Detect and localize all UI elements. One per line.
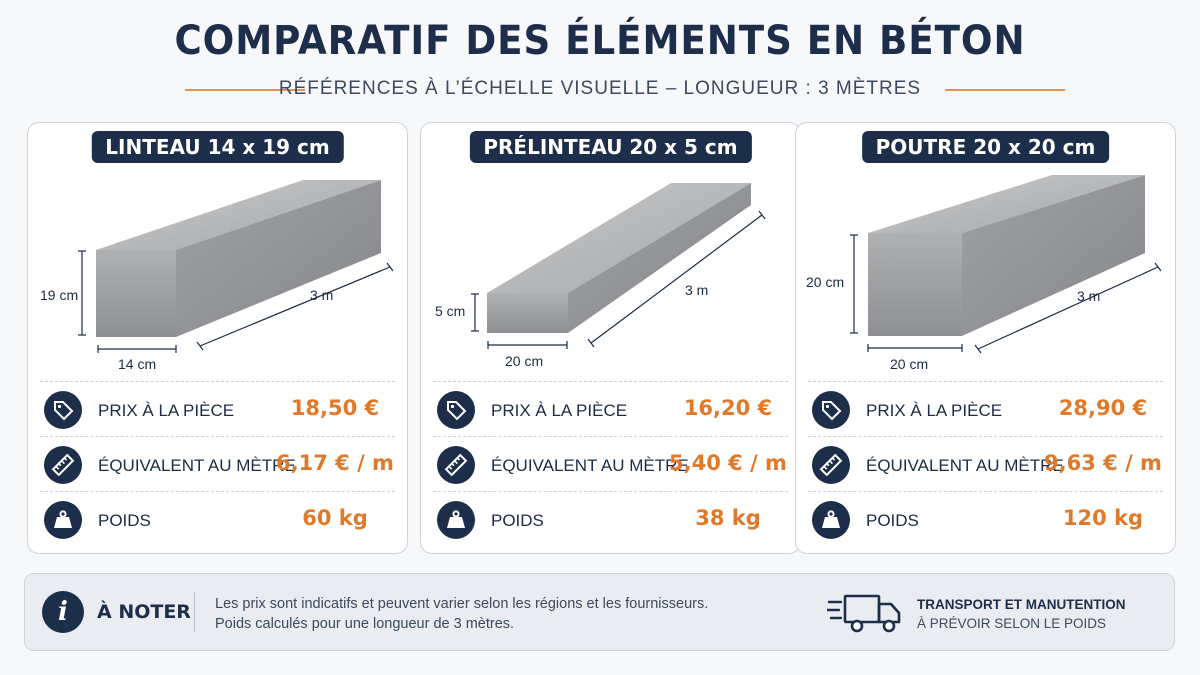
beam-top-face — [96, 180, 381, 250]
price-tag-icon — [437, 391, 475, 429]
row-price: PRIX À LA PIÈCE 16,20 € — [433, 381, 788, 436]
note-title: À NOTER — [97, 601, 191, 623]
per-meter-value: 5,40 € / m — [669, 451, 787, 475]
weight-value: 38 kg — [695, 506, 761, 530]
beam-front-face — [96, 250, 176, 337]
header: COMPARATIF DES ÉLÉMENTS EN BÉTON — [0, 18, 1200, 64]
weight-value: 60 kg — [302, 506, 368, 530]
weight-icon — [812, 501, 850, 539]
price-label: PRIX À LA PIÈCE — [98, 401, 235, 420]
card-poutre: POUTRE 20 x 20 cm 20 cm 20 cm 3 m PRIX À… — [795, 122, 1176, 554]
spec-rows: PRIX À LA PIÈCE 18,50 € ÉQUIVALENT AU MÈ… — [40, 381, 395, 546]
note-line-1: Les prix sont indicatifs et peuvent vari… — [215, 596, 709, 612]
row-per-meter: ÉQUIVALENT AU MÈTRE 6,17 € / m — [40, 436, 395, 491]
beam-illustration: 5 cm 20 cm 3 m — [435, 183, 766, 369]
spec-rows: PRIX À LA PIÈCE 16,20 € ÉQUIVALENT AU MÈ… — [433, 381, 788, 546]
price-value: 16,20 € — [683, 396, 773, 420]
weight-value: 120 kg — [1062, 506, 1144, 530]
ruler-icon — [44, 446, 82, 484]
beam-front-face — [868, 233, 962, 336]
per-meter-label: ÉQUIVALENT AU MÈTRE — [491, 456, 689, 475]
beam-front-face — [487, 293, 568, 333]
per-meter-label: ÉQUIVALENT AU MÈTRE — [98, 456, 296, 475]
beam-side-face — [176, 180, 381, 337]
weight-label: POIDS — [866, 511, 919, 530]
row-weight: POIDS 120 kg — [808, 491, 1163, 546]
weight-label: POIDS — [491, 511, 544, 530]
transport-title: TRANSPORT ET MANUTENTION — [917, 597, 1126, 612]
ruler-icon — [437, 446, 475, 484]
beam-side-face — [568, 183, 751, 333]
note-line-2: Poids calculés pour une longueur de 3 mè… — [215, 616, 515, 632]
price-label: PRIX À LA PIÈCE — [866, 401, 1003, 420]
per-meter-value: 9,63 € / m — [1044, 451, 1162, 475]
beam-illustration: 20 cm 20 cm 3 m — [806, 175, 1162, 372]
weight-label: POIDS — [98, 511, 151, 530]
width-label: 20 cm — [890, 356, 928, 372]
card-prelinteau: PRÉLINTEAU 20 x 5 cm 5 cm 20 cm 3 m PRIX… — [420, 122, 801, 554]
page-subtitle: RÉFÉRENCES À L’ÉCHELLE VISUELLE – LONGUE… — [278, 78, 922, 99]
subtitle-row: RÉFÉRENCES À L’ÉCHELLE VISUELLE – LONGUE… — [0, 76, 1200, 104]
spec-rows: PRIX À LA PIÈCE 28,90 € ÉQUIVALENT AU MÈ… — [808, 381, 1163, 546]
note-divider — [194, 592, 195, 632]
ruler-icon — [812, 446, 850, 484]
subtitle-rule-left — [185, 89, 305, 91]
height-label: 19 cm — [40, 287, 78, 303]
row-per-meter: ÉQUIVALENT AU MÈTRE 9,63 € / m — [808, 436, 1163, 491]
card-title: PRÉLINTEAU 20 x 5 cm — [469, 131, 752, 163]
beam-illustration: 19 cm 14 cm 3 m — [40, 180, 394, 372]
length-label: 3 m — [685, 282, 708, 298]
beam-side-face — [962, 175, 1145, 336]
row-price: PRIX À LA PIÈCE 28,90 € — [808, 381, 1163, 436]
length-dimension-line — [977, 266, 1159, 350]
page-title: COMPARATIF DES ÉLÉMENTS EN BÉTON — [174, 18, 1026, 64]
length-dimension-line — [590, 214, 763, 344]
width-label: 14 cm — [118, 356, 156, 372]
per-meter-value: 6,17 € / m — [276, 451, 394, 475]
weight-icon — [437, 501, 475, 539]
height-label: 20 cm — [806, 274, 844, 290]
width-label: 20 cm — [505, 353, 543, 369]
price-tag-icon — [812, 391, 850, 429]
beam-top-face — [868, 175, 1145, 233]
length-dimension-line — [199, 266, 391, 347]
weight-icon — [44, 501, 82, 539]
price-value: 18,50 € — [290, 396, 380, 420]
subtitle-rule-right — [945, 89, 1065, 91]
price-label: PRIX À LA PIÈCE — [491, 401, 628, 420]
note-text: Les prix sont indicatifs et peuvent vari… — [215, 594, 708, 634]
price-tag-icon — [44, 391, 82, 429]
beam-top-face — [487, 183, 751, 293]
info-icon: i — [42, 591, 84, 633]
card-title: LINTEAU 14 x 19 cm — [91, 131, 344, 163]
per-meter-label: ÉQUIVALENT AU MÈTRE — [866, 456, 1064, 475]
row-price: PRIX À LA PIÈCE 18,50 € — [40, 381, 395, 436]
height-label: 5 cm — [435, 303, 465, 319]
row-weight: POIDS 38 kg — [433, 491, 788, 546]
price-value: 28,90 € — [1058, 396, 1148, 420]
truck-icon — [827, 594, 901, 633]
note-panel: i À NOTER Les prix sont indicatifs et pe… — [24, 573, 1175, 651]
length-label: 3 m — [310, 287, 333, 303]
transport-subtitle: À PRÉVOIR SELON LE POIDS — [917, 616, 1107, 631]
card-linteau: LINTEAU 14 x 19 cm 19 cm 14 cm 3 m PRIX … — [27, 122, 408, 554]
length-label: 3 m — [1077, 288, 1100, 304]
card-title: POUTRE 20 x 20 cm — [861, 131, 1110, 163]
row-weight: POIDS 60 kg — [40, 491, 395, 546]
row-per-meter: ÉQUIVALENT AU MÈTRE 5,40 € / m — [433, 436, 788, 491]
